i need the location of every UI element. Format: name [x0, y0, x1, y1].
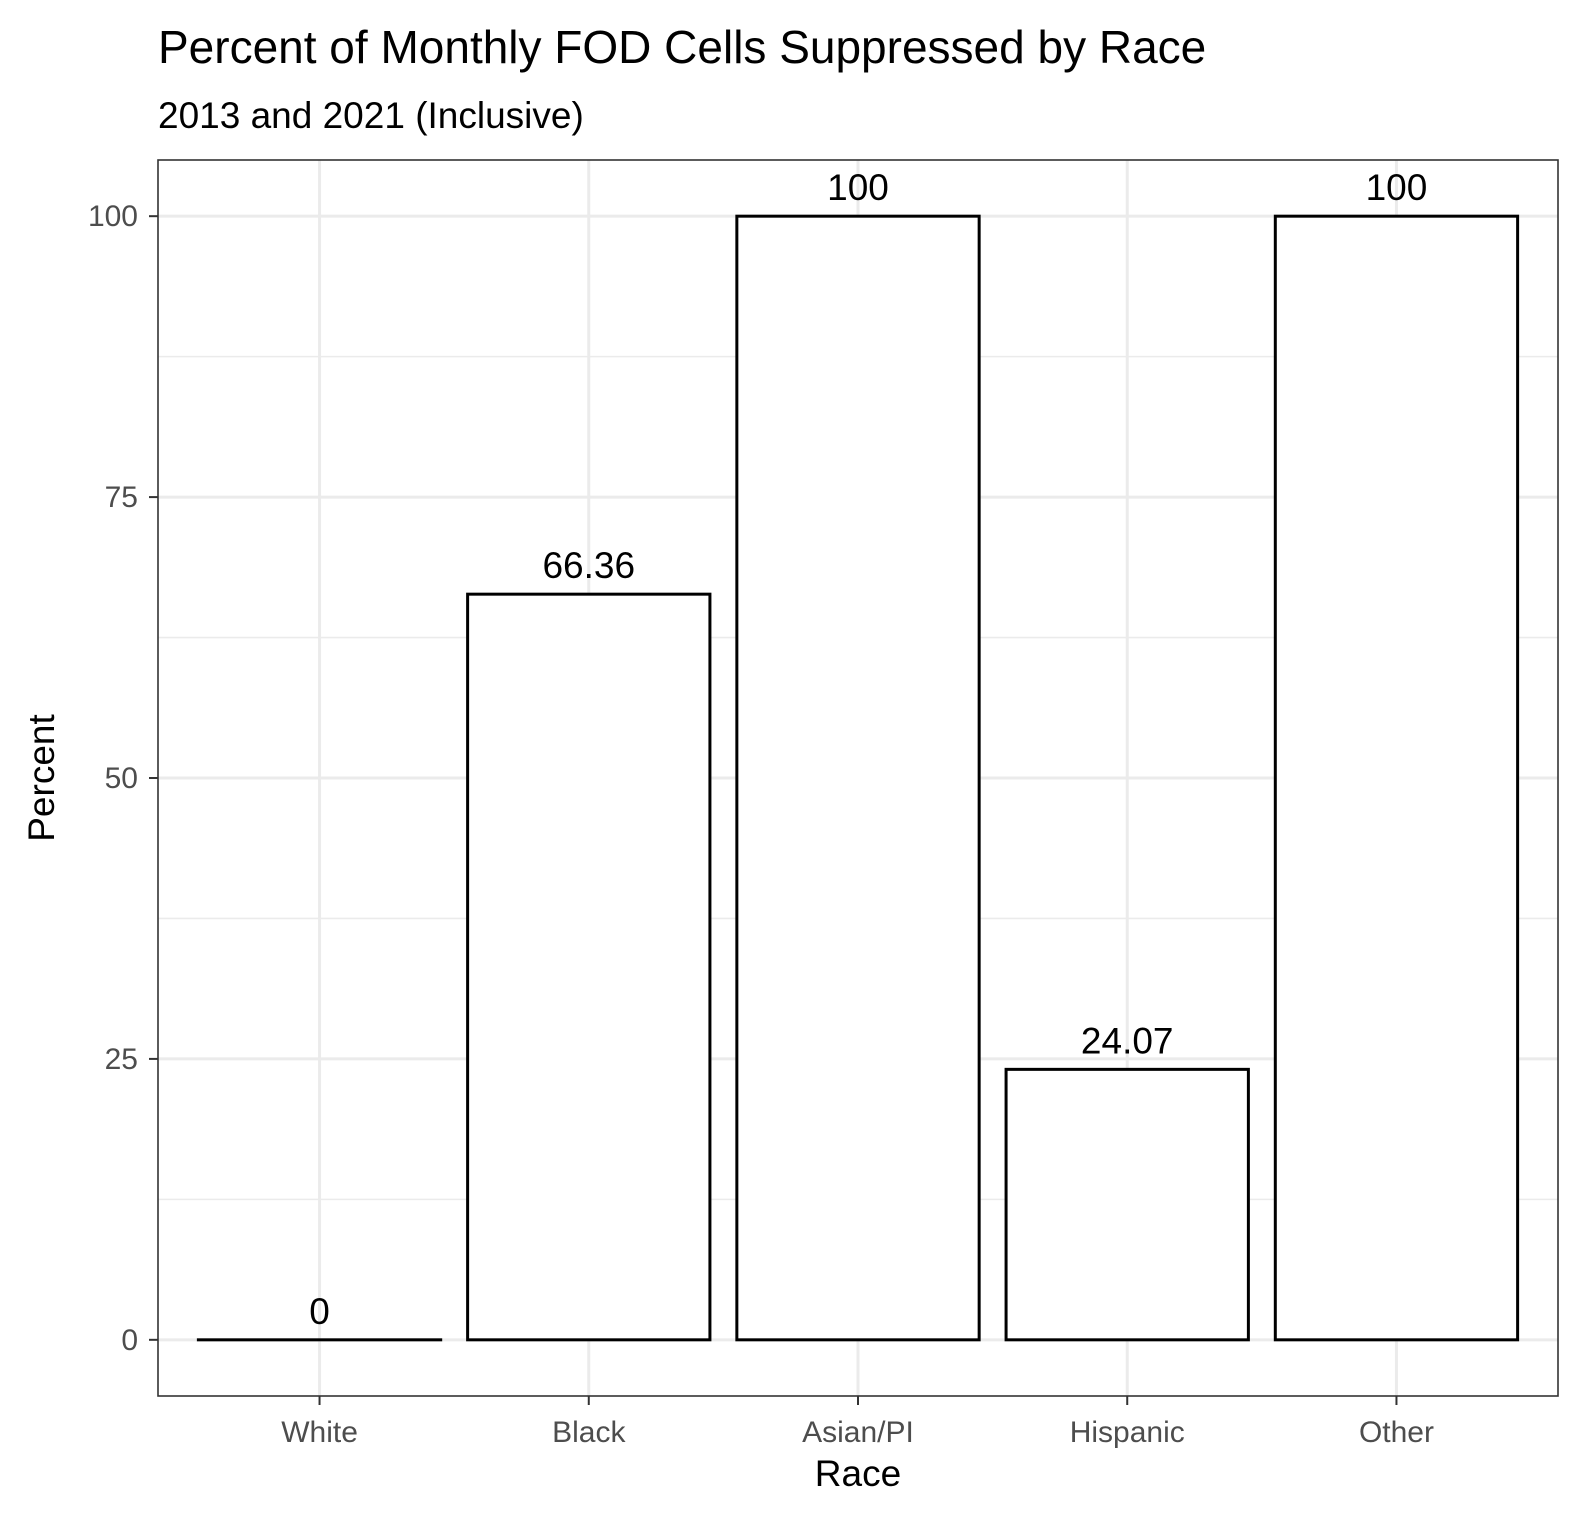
data-label: 66.36 — [542, 545, 635, 586]
y-axis: 0 25 50 75 100 — [88, 200, 158, 1357]
data-labels: 0 66.36 100 24.07 100 — [309, 167, 1427, 1332]
x-axis-title: Race — [815, 1453, 901, 1494]
x-tick-label: Hispanic — [1070, 1416, 1185, 1449]
data-label: 0 — [309, 1291, 330, 1332]
x-tick-label: Asian/PI — [802, 1416, 914, 1449]
bar-other — [1273, 214, 1520, 1342]
y-tick-label: 0 — [121, 1324, 138, 1357]
bar-asian-pi — [735, 214, 981, 1342]
y-tick-label: 100 — [88, 200, 138, 233]
chart-subtitle: 2013 and 2021 (Inclusive) — [158, 95, 584, 136]
bar-hispanic — [1004, 1067, 1250, 1342]
data-label: 24.07 — [1081, 1020, 1174, 1061]
bar-black — [466, 592, 712, 1342]
data-label: 100 — [827, 167, 889, 208]
y-tick-label: 50 — [105, 762, 138, 795]
x-tick-label: Other — [1359, 1416, 1434, 1449]
y-axis-title: Percent — [21, 714, 62, 842]
data-label: 100 — [1366, 167, 1428, 208]
x-tick-label: White — [281, 1416, 358, 1449]
chart-title: Percent of Monthly FOD Cells Suppressed … — [158, 21, 1206, 73]
x-axis: White Black Asian/PI Hispanic Other — [281, 1396, 1434, 1449]
x-tick-label: Black — [552, 1416, 626, 1449]
y-tick-label: 75 — [105, 481, 138, 514]
bars — [196, 214, 1520, 1342]
y-tick-label: 25 — [105, 1043, 138, 1076]
